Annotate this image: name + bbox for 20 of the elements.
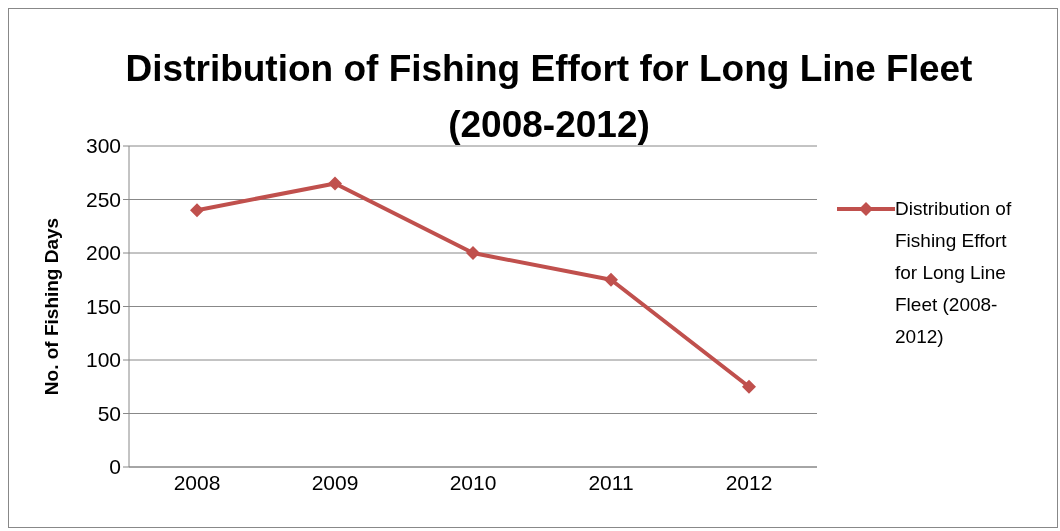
y-tick-label: 0 [109, 455, 121, 479]
y-axis-title: No. of Fishing Days [40, 217, 62, 396]
y-tick-label: 250 [85, 187, 121, 211]
point [328, 176, 342, 191]
legend-label: Distribution of Fishing Effort for Long Line Fleet (2008-2012) [895, 197, 1013, 349]
x-tick-label: 2009 [311, 470, 359, 494]
point [604, 272, 618, 287]
x-tick-label: 2011 [588, 470, 634, 494]
point [742, 379, 756, 394]
y-tick-label: 300 [85, 134, 121, 158]
point [190, 203, 204, 218]
y-tick-label: 200 [85, 241, 121, 265]
y-tick-label: 150 [85, 294, 121, 318]
point [466, 246, 480, 260]
x-tick-label: 2010 [449, 470, 497, 494]
y-tick-label: 50 [97, 401, 121, 425]
chart-title: Distribution of Fishing Effort for Long Line Fleet (2008-2012) [125, 48, 973, 145]
x-tick-label: 2008 [173, 470, 221, 494]
x-tick-label: 2012 [725, 470, 773, 494]
y-tick-label: 100 [85, 348, 121, 372]
